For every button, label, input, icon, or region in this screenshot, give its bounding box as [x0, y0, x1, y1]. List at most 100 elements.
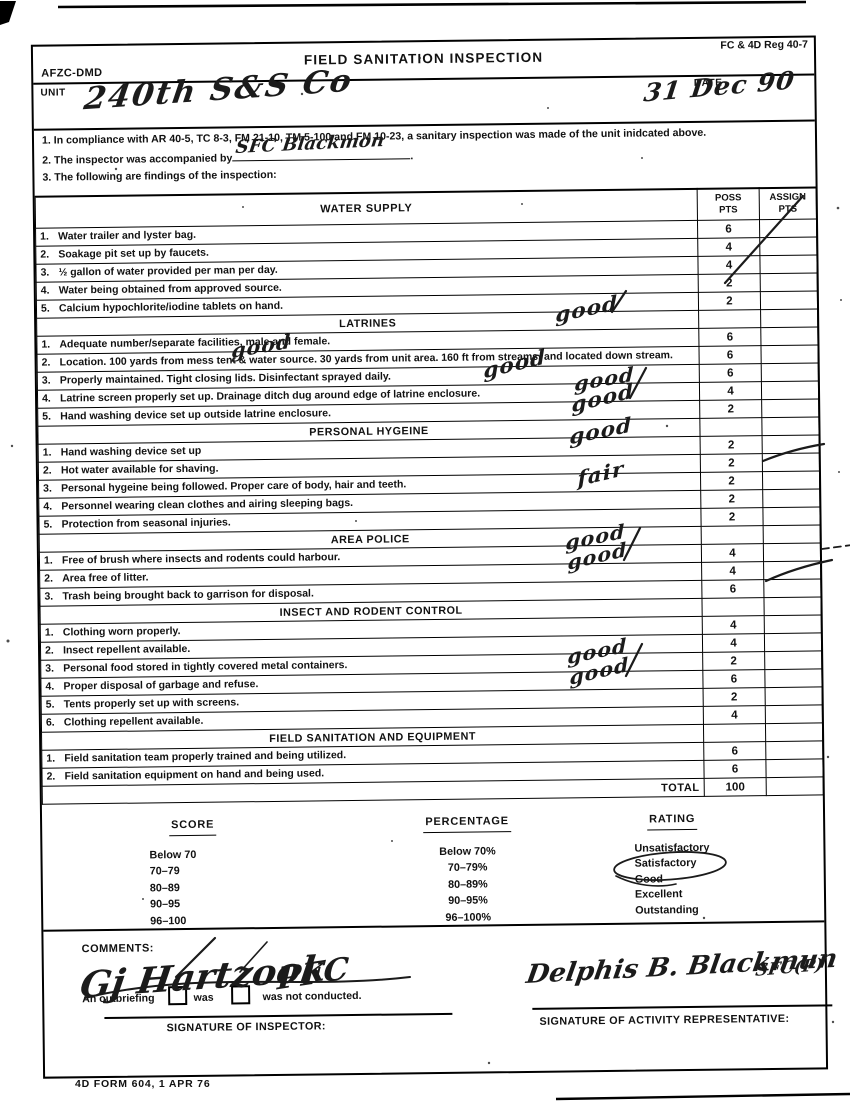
score-row: Below 70	[149, 848, 197, 861]
rating-row: Unsatisfactory	[634, 841, 710, 855]
poss-pts: 4	[697, 255, 761, 275]
poss-pts: 6	[698, 345, 762, 365]
item-text: Personnel wearing clean clothes and airi…	[61, 496, 354, 513]
assign-pts-cell	[763, 560, 821, 580]
poss-pts: 2	[699, 399, 762, 419]
poss-pts: 2	[702, 651, 765, 671]
item-text: Personal food stored in tightly covered …	[63, 658, 348, 675]
assign-pts-cell	[765, 740, 823, 760]
poss-pts: 4	[701, 561, 764, 581]
assign-pts-cell	[765, 686, 823, 706]
poss-pts: 6	[703, 741, 766, 761]
item-number: 5.	[40, 302, 50, 315]
item-number: 1.	[44, 626, 54, 639]
poss-pts: 6	[698, 327, 761, 347]
poss-pts: 2	[700, 489, 763, 509]
poss-pts: 2	[700, 435, 763, 455]
poss-pts-header: POSS PTS	[697, 188, 760, 221]
assign-pts-cell	[761, 398, 819, 418]
item-number: 3.	[45, 662, 55, 675]
total-poss-pts: 100	[704, 777, 767, 797]
poss-pts: 4	[703, 705, 766, 725]
item-number: 5.	[43, 518, 53, 531]
accompanied-by-label: 2. The inspector was accompanied by	[42, 152, 233, 167]
assign-pts-cell	[764, 650, 822, 670]
poss-pts: 6	[699, 363, 762, 383]
rating-row: Outstanding	[635, 903, 699, 917]
item-text: Personal hygeine being followed. Proper …	[61, 478, 407, 495]
item-number: 3.	[44, 590, 54, 603]
item-text: Properly maintained. Tight closing lids.…	[59, 370, 391, 387]
poss-pts: 4	[701, 543, 764, 563]
findings-table: WATER SUPPLY POSS PTS ASSIGN PTS 1. Water t…	[34, 186, 824, 805]
item-text: Protection from seasonal injuries.	[61, 516, 231, 531]
form-title: FIELD SANITATION INSPECTION	[303, 49, 544, 68]
score-row: 80–89	[149, 881, 180, 894]
item-text: Clothing worn properly.	[62, 624, 181, 639]
scan-corner-artifact	[0, 1, 16, 25]
rating-row-circled: Excellent	[634, 888, 683, 901]
assign-pts-cell	[759, 254, 818, 274]
scan-edge-line-top	[57, 0, 807, 9]
form-number: 4D FORM 604, 1 APR 76	[75, 1078, 211, 1090]
assign-pts-cell	[762, 452, 820, 472]
item-text: Tents properly set up with screens.	[63, 696, 240, 711]
percentage-header: PERCENTAGE	[423, 813, 512, 833]
poss-pts: 6	[702, 669, 766, 689]
item-text: Soakage pit set up by faucets.	[58, 246, 209, 261]
inspector-signature-line	[104, 1012, 453, 1019]
accompanied-by-handwriting: SFC Blackmon	[234, 130, 386, 158]
item-text: Area free of litter.	[62, 571, 149, 585]
regulation-reference: FC & 4D Reg 40-7	[720, 38, 808, 52]
assign-pts-cell	[761, 362, 819, 382]
item-number: 4.	[41, 392, 51, 405]
poss-pts: 4	[702, 633, 765, 653]
poss-pts: 6	[701, 579, 764, 599]
item-number: 4.	[43, 500, 53, 513]
item-number: 1.	[40, 230, 49, 243]
item-text: Proper disposal of garbage and refuse.	[63, 677, 259, 693]
item-number: 1.	[46, 752, 56, 765]
assign-pts-cell	[760, 290, 818, 310]
assign-pts-cell	[763, 578, 821, 598]
item-text: Free of brush where insects and rodents …	[61, 550, 341, 567]
assign-pts-cell	[760, 272, 818, 292]
field-sanitation-form: AFZC-DMD FIELD SANITATION INSPECTION FC …	[30, 35, 833, 1079]
item-text: ½ gallon of water provided per man per d…	[58, 263, 278, 279]
assign-pts-cell	[760, 326, 818, 346]
assign-pts-cell	[762, 434, 820, 454]
preamble: 1. In compliance with AR 40-5, TC 8-3, F…	[34, 121, 816, 195]
item-number: 2.	[46, 770, 56, 783]
comments-section: COMMENTS: An outbriefing was was not condu…	[43, 922, 833, 1097]
item-text: Hand washing device set up outside latri…	[60, 406, 332, 423]
assign-pts-cell	[762, 506, 821, 526]
rating-row: Good	[634, 872, 664, 886]
item-number: 3.	[43, 482, 52, 495]
score-row: 90–95	[149, 898, 181, 911]
poss-pts: 4	[702, 615, 765, 635]
item-text: Trash being brought back to garrison for…	[62, 587, 314, 603]
item-text: Water being obtained from approved sourc…	[58, 281, 282, 297]
inspector-signature-label: SIGNATURE OF INSPECTOR:	[166, 1020, 326, 1035]
assign-pts-cell	[762, 488, 820, 508]
item-number: 2.	[44, 572, 54, 585]
poss-pts: 6	[703, 759, 767, 779]
assign-pts-cell	[763, 542, 821, 562]
representative-signature-label: SIGNATURE OF ACTIVITY REPRESENTATIVE:	[539, 1012, 790, 1028]
scan-edge-line-bottom	[555, 1092, 850, 1101]
item-number: 2.	[44, 644, 54, 657]
assign-pts-cell	[762, 470, 820, 490]
assign-pts-cell	[764, 668, 823, 688]
score-row: 96–100	[150, 914, 187, 927]
item-number: 6.	[45, 716, 55, 729]
poss-pts: 2	[700, 453, 763, 473]
score-header: SCORE	[169, 816, 217, 836]
representative-signature-line	[532, 1004, 833, 1010]
rating-row: Satisfactory	[634, 856, 697, 870]
rating-header: RATING	[646, 810, 698, 831]
percentage-column: PERCENTAGE Below 70% 70–79% 80–89% 90–95…	[357, 812, 578, 927]
item-text: Water trailer and lyster bag.	[58, 228, 197, 243]
score-column: SCORE Below 70 70–79 80–89 90–95 96–100	[107, 816, 308, 930]
poss-pts: 2	[698, 291, 761, 311]
